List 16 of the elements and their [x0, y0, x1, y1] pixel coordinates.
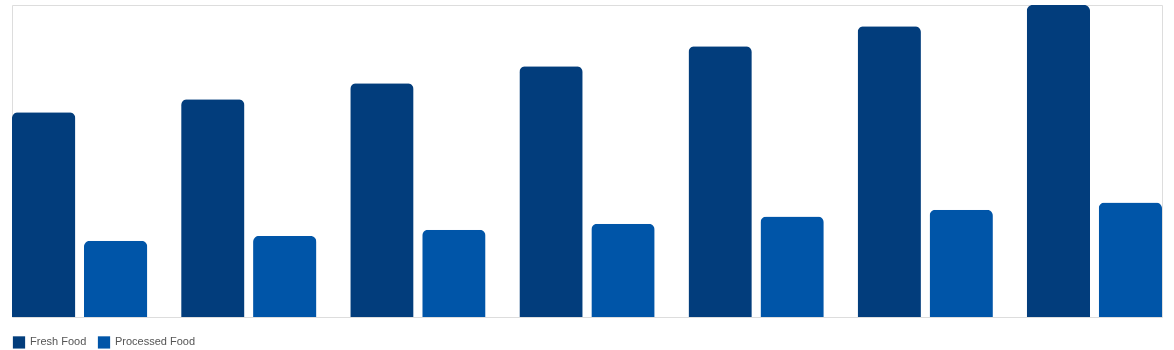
bar — [929, 209, 993, 317]
bar — [12, 112, 76, 317]
bar — [760, 216, 824, 317]
bar — [1098, 202, 1162, 317]
bar — [688, 46, 752, 317]
bar — [591, 223, 655, 317]
legend-label: Fresh Food — [30, 335, 87, 348]
bar — [350, 83, 414, 317]
bar — [519, 66, 583, 317]
bar — [857, 26, 921, 317]
bar — [1026, 5, 1091, 317]
bar — [83, 240, 148, 317]
legend-label: Processed Food — [115, 335, 196, 348]
bar — [253, 235, 317, 317]
bar — [181, 99, 245, 317]
bar — [422, 229, 486, 317]
